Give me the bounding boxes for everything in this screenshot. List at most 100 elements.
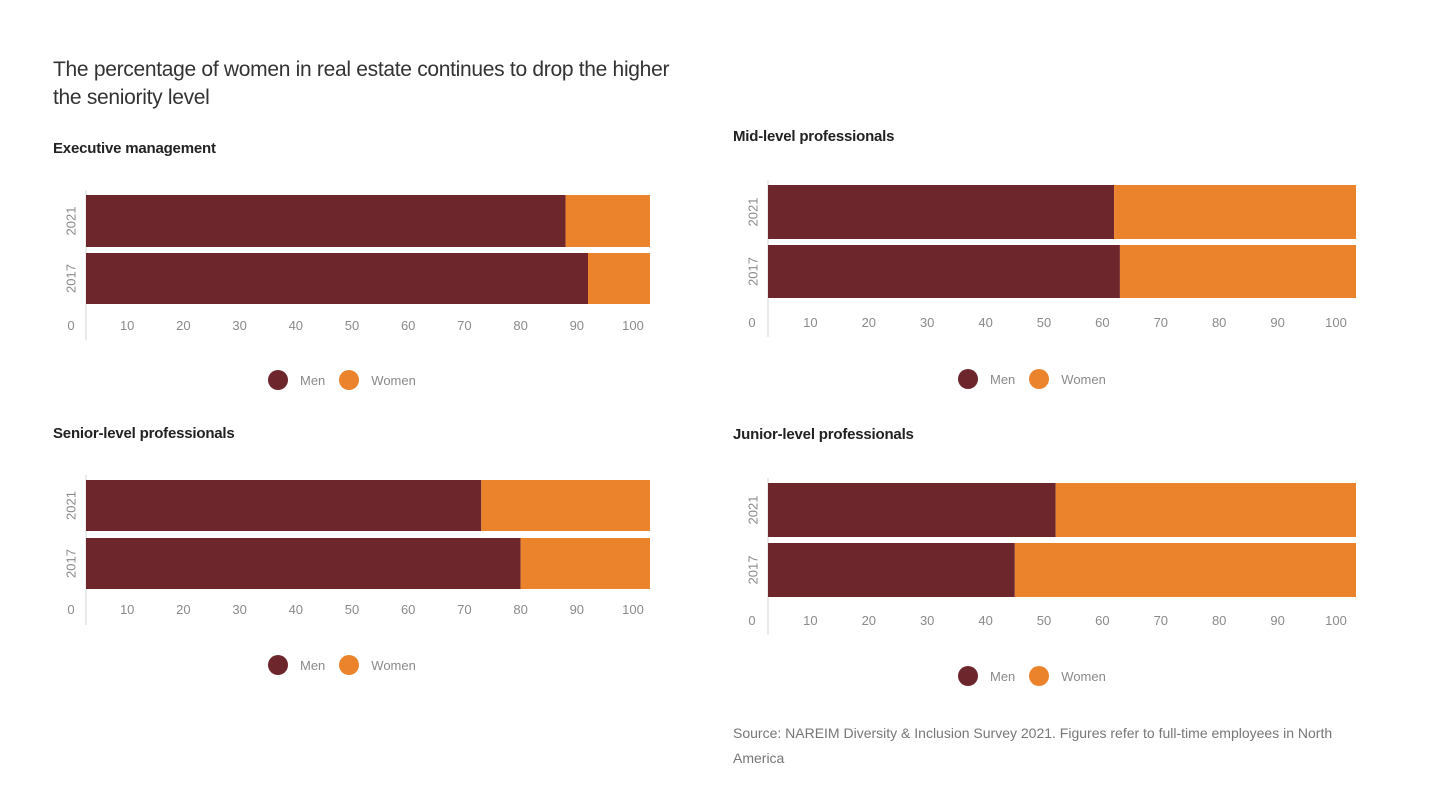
x-tick-label: 90	[570, 602, 584, 617]
x-tick-label: 40	[978, 315, 992, 330]
x-tick-label: 100	[1325, 315, 1347, 330]
x-tick-label: 10	[803, 613, 817, 628]
legend-item-men: Men	[268, 655, 325, 675]
x-tick-label: 100	[622, 602, 644, 617]
bar-men-2017	[86, 253, 589, 304]
bar-women-2017	[1119, 245, 1356, 298]
x-tick-label: 90	[570, 318, 584, 333]
category-label: 2021	[63, 491, 78, 520]
bar-men-2021	[768, 483, 1056, 537]
legend: Men Women	[958, 369, 1120, 389]
x-tick-label: 70	[457, 602, 471, 617]
x-tick-label: 0	[67, 318, 74, 333]
bar-men-2021	[768, 185, 1115, 239]
legend-swatch-women	[339, 370, 360, 390]
legend: Men Women	[958, 666, 1120, 686]
legend-swatch-men	[268, 655, 288, 675]
bar-men-2017	[768, 543, 1015, 597]
legend-swatch-men	[958, 666, 978, 686]
legend-item-men: Men	[958, 369, 1015, 389]
x-tick-label: 20	[176, 602, 190, 617]
x-tick-label: 30	[920, 613, 934, 628]
legend-label: Women	[371, 657, 416, 673]
x-tick-label: 50	[345, 602, 359, 617]
legend-item-women: Women	[339, 370, 416, 390]
x-tick-label: 30	[920, 315, 934, 330]
x-tick-label: 80	[513, 602, 527, 617]
x-tick-label: 20	[176, 318, 190, 333]
bar-women-2021	[1055, 483, 1356, 537]
legend-label: Men	[990, 371, 1016, 387]
category-label: 2017	[745, 257, 760, 286]
bar-women-2017	[1014, 543, 1356, 597]
x-tick-label: 60	[401, 318, 415, 333]
bar-women-2017	[588, 253, 650, 304]
bar-women-2021	[565, 195, 650, 247]
category-label: 2017	[63, 264, 78, 293]
x-tick-label: 90	[1270, 315, 1284, 330]
category-label: 2021	[63, 207, 78, 236]
legend-swatch-men	[268, 370, 288, 390]
category-label: 2017	[63, 549, 78, 578]
x-tick-label: 30	[232, 602, 246, 617]
x-tick-label: 80	[1212, 613, 1226, 628]
legend-swatch-women	[1029, 369, 1050, 389]
legend-swatch-women	[339, 655, 360, 675]
bar-men-2017	[768, 245, 1120, 298]
x-tick-label: 40	[289, 318, 303, 333]
x-tick-label: 70	[457, 318, 471, 333]
legend-item-men: Men	[958, 666, 1015, 686]
bar-men-2021	[86, 480, 482, 531]
x-tick-label: 60	[1095, 613, 1109, 628]
page-title: The percentage of women in real estate c…	[53, 58, 670, 109]
x-tick-label: 80	[513, 318, 527, 333]
bar-men-2021	[86, 195, 566, 247]
x-tick-label: 80	[1212, 315, 1226, 330]
x-tick-label: 60	[401, 602, 415, 617]
legend-label: Men	[300, 372, 326, 388]
x-tick-label: 10	[120, 318, 134, 333]
legend-item-women: Women	[1029, 666, 1106, 686]
x-tick-label: 50	[1037, 315, 1051, 330]
bar-men-2017	[86, 538, 521, 589]
x-tick-label: 10	[120, 602, 134, 617]
x-tick-label: 70	[1154, 613, 1168, 628]
category-label: 2021	[745, 198, 760, 227]
legend-swatch-men	[958, 369, 978, 389]
bar-women-2021	[1114, 185, 1356, 239]
legend-label: Men	[990, 668, 1016, 684]
x-tick-label: 40	[978, 613, 992, 628]
chart-title: Junior-level professionals	[733, 426, 914, 443]
legend-label: Women	[1061, 668, 1106, 684]
legend-label: Women	[371, 372, 416, 388]
legend-item-men: Men	[268, 370, 325, 390]
x-tick-label: 50	[1037, 613, 1051, 628]
legend-label: Women	[1061, 371, 1106, 387]
chart-title: Mid-level professionals	[733, 128, 895, 145]
x-tick-label: 30	[232, 318, 246, 333]
category-label: 2021	[745, 496, 760, 525]
x-tick-label: 10	[803, 315, 817, 330]
legend-label: Men	[300, 657, 326, 673]
category-label: 2017	[745, 556, 760, 585]
x-tick-label: 70	[1154, 315, 1168, 330]
x-tick-label: 60	[1095, 315, 1109, 330]
x-tick-label: 40	[289, 602, 303, 617]
legend-item-women: Women	[1029, 369, 1106, 389]
x-tick-label: 100	[1325, 613, 1347, 628]
bar-women-2017	[520, 538, 650, 589]
x-tick-label: 0	[748, 315, 755, 330]
x-tick-label: 0	[748, 613, 755, 628]
x-tick-label: 90	[1270, 613, 1284, 628]
legend: Men Women	[268, 370, 430, 390]
bar-women-2021	[481, 480, 650, 531]
chart-title: Executive management	[53, 140, 216, 157]
source-note: Source: NAREIM Diversity & Inclusion Sur…	[733, 725, 1333, 766]
x-tick-label: 100	[622, 318, 644, 333]
legend: Men Women	[268, 655, 430, 675]
x-tick-label: 20	[862, 315, 876, 330]
